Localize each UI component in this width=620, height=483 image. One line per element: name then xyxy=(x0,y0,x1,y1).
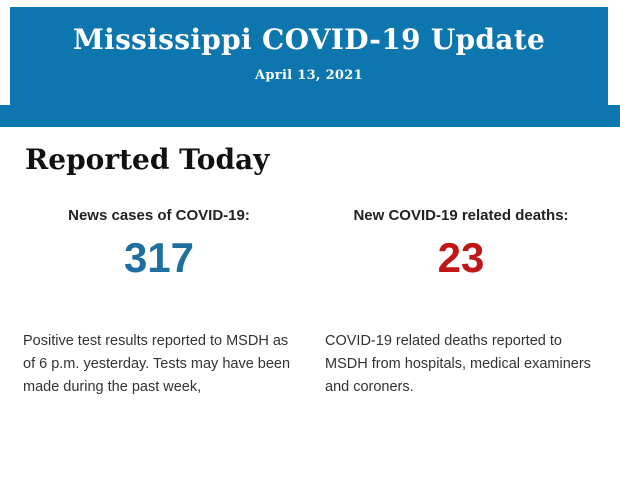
new-cases-label: News cases of COVID-19: xyxy=(68,207,250,224)
report-date: April 13, 2021 xyxy=(255,68,363,83)
new-deaths-value: 23 xyxy=(437,234,485,281)
new-deaths-description: COVID-19 related deaths reported to MSDH… xyxy=(325,333,591,395)
header-banner: Mississippi COVID-19 Update April 13, 20… xyxy=(0,0,620,127)
new-cases-description: Positive test results reported to MSDH a… xyxy=(23,333,291,395)
page-title: Mississippi COVID-19 Update xyxy=(72,23,546,56)
new-deaths-column: New COVID-19 related deaths: 23 COVID-19… xyxy=(325,207,597,399)
new-cases-value: 317 xyxy=(123,234,195,281)
stats-row: News cases of COVID-19: 317 Positive tes… xyxy=(0,207,620,399)
header-banner-inset: Mississippi COVID-19 Update April 13, 20… xyxy=(10,7,608,105)
section-heading: Reported Today xyxy=(25,143,270,176)
new-deaths-label: New COVID-19 related deaths: xyxy=(353,207,569,224)
new-cases-column: News cases of COVID-19: 317 Positive tes… xyxy=(23,207,295,399)
header-banner-stripe xyxy=(0,105,620,127)
